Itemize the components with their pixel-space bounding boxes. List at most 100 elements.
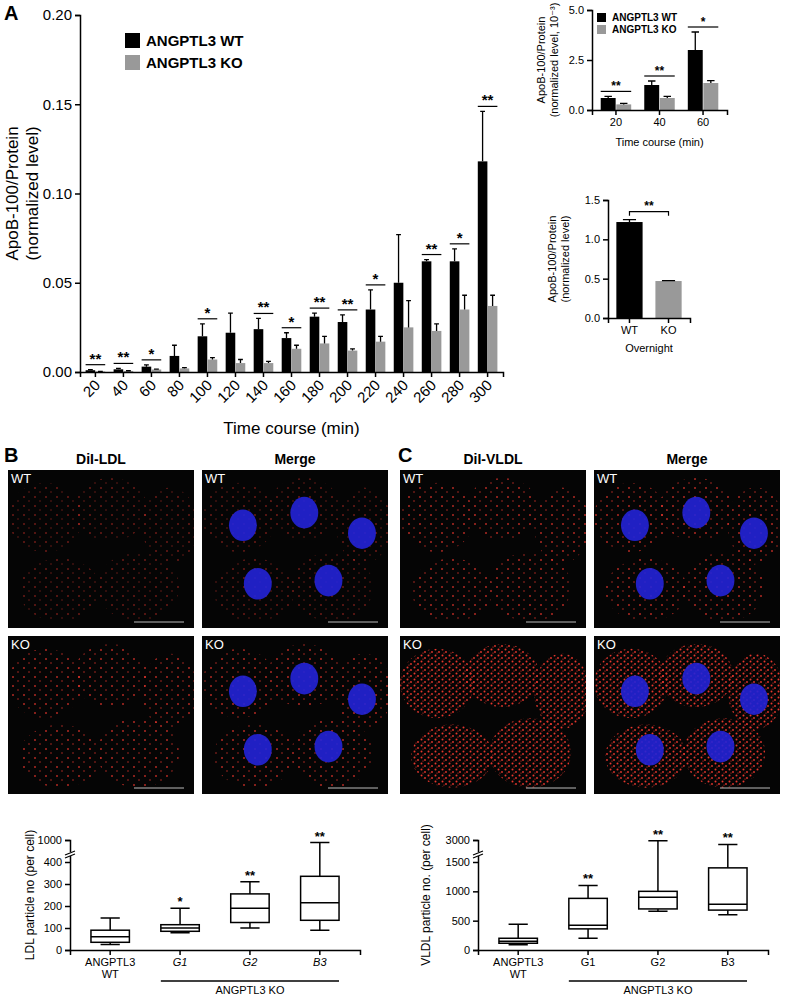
y-axis-title: LDL particle no (per cell) xyxy=(23,830,37,960)
error-bar xyxy=(154,368,159,370)
error-bar xyxy=(378,336,383,341)
scale-bar xyxy=(134,622,184,623)
nucleus xyxy=(244,568,272,600)
y-tick-label: 5.0 xyxy=(569,4,584,16)
x-tick: KO xyxy=(661,318,677,336)
x-tick-mark xyxy=(123,372,125,377)
x-tick-mark xyxy=(702,110,704,115)
significance-label: ** xyxy=(315,829,326,844)
error-bar xyxy=(116,368,121,370)
x-tick-mark xyxy=(459,372,461,377)
y-axis-title: (normalized level) xyxy=(23,126,42,260)
y-axis: 0500100015003000 xyxy=(446,834,479,956)
bar xyxy=(460,310,470,372)
y-tick: 2.5 xyxy=(569,54,592,66)
x-tick: 60 xyxy=(135,372,159,400)
bar xyxy=(432,331,442,372)
box xyxy=(569,898,607,929)
box xyxy=(499,938,537,943)
bar xyxy=(282,338,292,372)
marks xyxy=(86,111,498,372)
axis-break xyxy=(65,851,75,858)
cell-signal xyxy=(489,552,571,622)
y-tick-label: 0.10 xyxy=(43,185,72,202)
legend-label: ANGPTL3 WT xyxy=(146,32,244,49)
bar xyxy=(320,343,330,372)
y-tick-mark xyxy=(603,278,608,280)
error-bar xyxy=(256,318,261,329)
micrograph xyxy=(8,470,194,628)
micrograph xyxy=(202,470,388,628)
x-tick-label: 180 xyxy=(298,376,328,406)
y-tick-label: 0.05 xyxy=(43,274,72,291)
nucleus xyxy=(315,565,343,597)
bar-chart: *****0.02.55.0204060ApoB-100/Protein(nor… xyxy=(535,3,728,148)
bar xyxy=(338,322,348,372)
cell-signal xyxy=(202,649,276,719)
nucleus xyxy=(636,568,664,600)
bar xyxy=(616,222,642,318)
x-tick: 80 xyxy=(163,372,187,400)
error-bar xyxy=(623,220,636,222)
x-tick-mark xyxy=(487,372,489,377)
x-tick: B3 xyxy=(313,950,327,968)
bar xyxy=(208,360,218,372)
x-tick: G2 xyxy=(651,950,666,968)
micrograph xyxy=(594,636,780,794)
bar xyxy=(180,368,190,372)
error-bar xyxy=(266,361,271,363)
x-axis-line xyxy=(81,373,504,378)
y-tick-label: 0.0 xyxy=(585,312,600,324)
x-tick: 40 xyxy=(107,372,131,400)
x-tick-label: 100 xyxy=(186,376,216,406)
cell-signal xyxy=(594,649,668,719)
bar xyxy=(376,342,386,372)
image-row-label: KO xyxy=(403,637,422,652)
x-axis-title: Time course (min) xyxy=(223,419,359,438)
group-label: ANGPTL3 KO xyxy=(215,984,285,996)
box xyxy=(161,925,199,932)
x-axis-line xyxy=(609,319,691,324)
y-tick-label: 1.0 xyxy=(585,233,600,245)
x-axis-line xyxy=(593,111,728,116)
cell-signal xyxy=(19,724,101,787)
box xyxy=(301,876,339,920)
x-tick-label: KO xyxy=(661,324,677,336)
error-bar xyxy=(200,324,205,336)
y-tick: 200 xyxy=(44,900,70,912)
whisker-low xyxy=(310,920,329,930)
x-tick-label: G1 xyxy=(173,956,188,968)
significance-label: ** xyxy=(118,348,130,365)
whisker-low xyxy=(170,931,189,933)
x-tick-label: B3 xyxy=(313,956,327,968)
box-median xyxy=(91,936,129,938)
cell-signal xyxy=(411,724,493,787)
scale-bar xyxy=(328,622,378,623)
whisker-low xyxy=(101,942,120,944)
bar xyxy=(488,306,498,372)
x-tick-label: 140 xyxy=(242,376,272,406)
bar xyxy=(478,161,488,372)
error-bar xyxy=(662,280,675,282)
significance-label: ** xyxy=(245,868,256,883)
cell-signal xyxy=(19,558,101,621)
bar xyxy=(688,50,703,110)
box-median xyxy=(569,925,607,927)
y-axis-line xyxy=(603,201,609,319)
bar xyxy=(142,367,152,372)
cell-signal xyxy=(659,644,733,707)
y-axis-line xyxy=(75,16,81,373)
error-bar xyxy=(294,345,299,349)
x-tick-label: 160 xyxy=(270,376,300,406)
cell-signal xyxy=(400,483,474,553)
significance-label: ** xyxy=(655,64,665,78)
y-tick-mark xyxy=(65,950,70,952)
cell-signal xyxy=(202,483,276,553)
cell-signal xyxy=(534,487,586,563)
y-tick-mark xyxy=(65,840,70,842)
error-bar xyxy=(368,290,373,310)
x-tick-mark xyxy=(151,372,153,377)
y-tick-mark xyxy=(75,283,80,285)
box-chart: *****01002003004001000ANGPTL3WTG1G2B3ANG… xyxy=(23,829,361,996)
whisker-high xyxy=(509,924,528,938)
